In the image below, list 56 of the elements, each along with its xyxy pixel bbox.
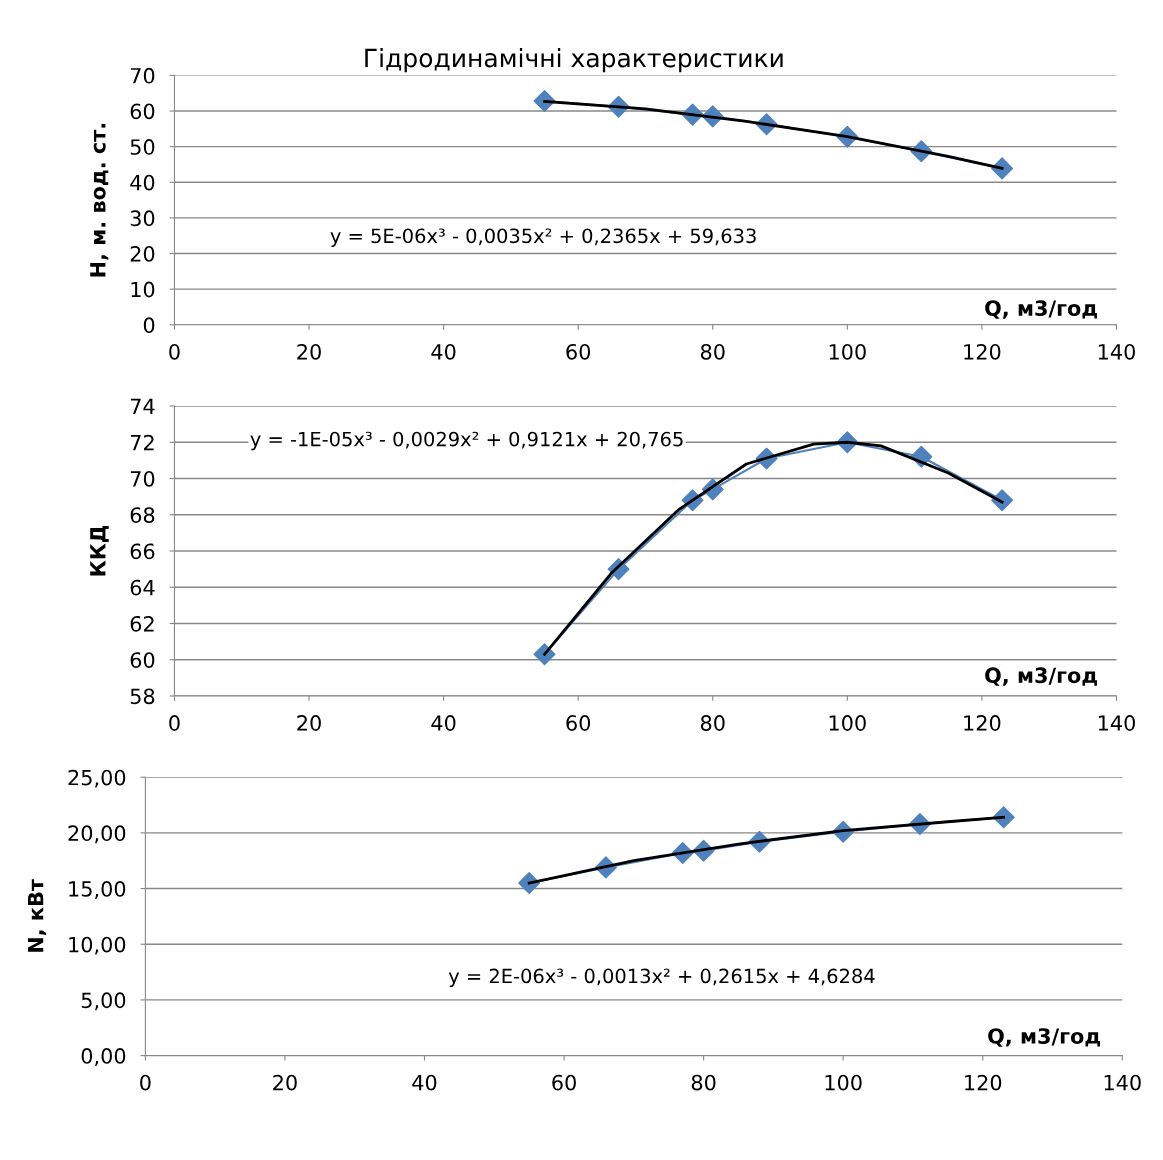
x-tick-label: 80	[700, 343, 725, 360]
y-tick-label: 10	[131, 281, 155, 298]
x-tick-label: 120	[964, 715, 1001, 731]
x-tick-label: 0	[169, 343, 180, 360]
y-tick-label: 66	[130, 543, 155, 560]
y-axis-title: N, кВт	[28, 879, 47, 952]
y-tick-label: 20	[130, 246, 155, 262]
y-tick-label: 40	[130, 174, 155, 191]
y-tick-label: 70	[130, 67, 155, 84]
x-tick-label: 80	[700, 715, 725, 731]
x-tick-label: 100	[825, 1074, 862, 1091]
y-tick-label: 30	[130, 210, 155, 227]
y-tick-label: 72	[130, 434, 154, 451]
x-tick-label: 40	[431, 715, 456, 731]
y-tick-label: 60	[130, 103, 155, 120]
x-tick-label: 140	[1098, 343, 1135, 360]
x-tick-label: 120	[964, 343, 1001, 360]
y-tick-label: 0,00	[81, 1048, 126, 1066]
y-tick-label: 5,00	[81, 992, 126, 1011]
x-tick-label: 20	[273, 1074, 297, 1091]
y-tick-label: 0	[143, 317, 155, 334]
x-tick-label: 140	[1098, 715, 1135, 731]
x-tick-label: 140	[1104, 1074, 1141, 1091]
x-axis-title: Q, м3/год	[985, 300, 1097, 319]
annotation: y = 2E-06x³ - 0,0013x² + 0,2615x + 4,6284	[448, 968, 875, 988]
y-tick-label: 74	[130, 398, 155, 414]
annotation: y = 5E-06x³ - 0,0035x² + 0,2365x + 59,633	[330, 228, 756, 247]
x-tick-label: 40	[412, 1074, 437, 1091]
y-tick-label: 50	[130, 139, 155, 155]
y-tick-label: 62	[130, 615, 154, 632]
y-tick-label: 58	[130, 688, 155, 705]
x-axis-title: Q, м3/год	[988, 1028, 1100, 1047]
y-tick-label: 20,00	[68, 825, 126, 844]
annotation: y = -1E-05x³ - 0,0029x² + 0,9121x + 20,765	[250, 431, 683, 451]
x-tick-label: 80	[691, 1074, 716, 1091]
x-tick-label: 100	[829, 343, 866, 360]
y-axis-title: H, м. вод. ст.	[90, 123, 109, 277]
x-tick-label: 120	[965, 1074, 1002, 1091]
y-tick-label: 25,00	[68, 769, 126, 788]
x-tick-label: 0	[169, 715, 180, 731]
chart-title: Гідродинамічні характеристики	[365, 48, 783, 73]
y-tick-label: 10,00	[69, 936, 126, 955]
x-tick-label: 60	[566, 715, 591, 731]
y-tick-label: 15,00	[69, 881, 126, 899]
x-tick-label: 20	[297, 343, 321, 360]
x-tick-label: 60	[566, 343, 591, 360]
y-tick-label: 60	[130, 652, 155, 668]
x-tick-label: 100	[829, 715, 866, 731]
y-axis-title: ККД	[90, 525, 109, 576]
y-tick-label: 68	[130, 507, 155, 523]
x-tick-label: 20	[297, 715, 321, 731]
x-axis-title: Q, м3/год	[985, 667, 1097, 686]
y-tick-label: 70	[130, 470, 155, 487]
x-tick-label: 60	[552, 1074, 576, 1091]
y-tick-label: 64	[130, 579, 155, 596]
x-tick-label: 40	[431, 343, 456, 360]
